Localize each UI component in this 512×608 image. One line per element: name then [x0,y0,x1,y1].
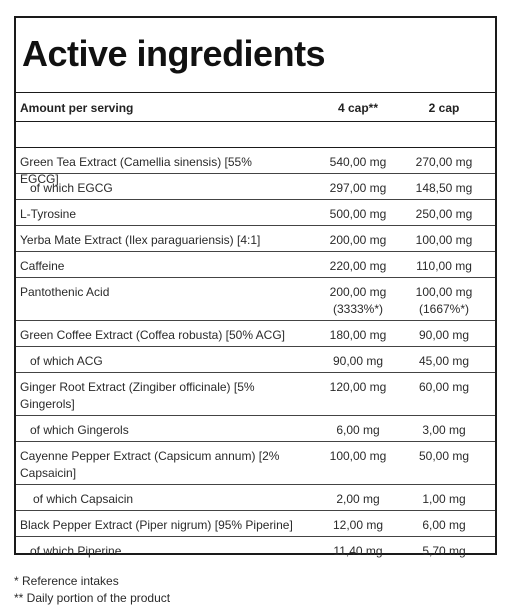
amount-4-cap: 220,00 mg [329,259,387,273]
amount-4-cap: 12,00 mg [332,518,384,532]
header-amount-per-serving: Amount per serving [20,101,134,115]
header-2-cap: 2 cap [428,101,460,115]
table-row: of which Capsaicin 2,00 mg 1,00 mg [16,485,495,511]
ingredient-name: Green Tea Extract (Camellia sinensis) [5… [20,155,252,186]
ingredients-table-body: Green Tea Extract (Camellia sinensis) [5… [16,148,495,562]
amount-4-cap: 100,00 mg [329,449,387,463]
table-spacer-row [16,122,495,148]
amount-2-cap: 6,00 mg [422,518,466,532]
amount-2-cap: 110,00 mg [416,259,472,273]
ingredient-name: Pantothenic Acid [20,285,110,299]
amount-2-cap: 50,00 mg [418,449,470,463]
amount-2-cap: 45,00 mg [418,354,470,368]
amount-2-cap: 90,00 mg [418,328,470,342]
table-header: Amount per serving 4 cap** 2 cap [16,92,495,122]
table-row: of which Piperine 11,40 mg 5,70 mg [16,537,495,562]
table-row: Yerba Mate Extract (Ilex paraguariensis)… [16,226,495,252]
header-4-cap: 4 cap** [337,101,379,115]
ingredient-name: of which Capsaicin [33,492,134,506]
ingredient-name: Green Coffee Extract (Coffea robusta) [5… [20,328,286,342]
table-row: of which EGCG 297,00 mg 148,50 mg [16,174,495,200]
ingredient-name: Black Pepper Extract (Piper nigrum) [95%… [20,518,293,532]
page-title: Active ingredients [22,33,326,74]
amount-2-cap: 270,00 mg [415,155,473,169]
ingredient-name: Ginger Root Extract (Zingiber officinale… [20,380,255,411]
footnote-reference-intakes: * Reference intakes [14,574,119,588]
amount-2-cap: 100,00 mg [415,233,473,247]
ingredient-name: of which ACG [30,354,103,368]
amount-2-cap: 5,70 mg [422,544,466,558]
amount-4-cap: 540,00 mg [329,155,387,169]
amount-2-cap: 1,00 mg [422,492,466,506]
ingredient-name: of which Piperine [30,544,122,558]
amount-4-cap: 297,00 mg [329,181,387,195]
amount-4-cap: 11,40 mg [333,544,383,558]
table-row: of which Gingerols 6,00 mg 3,00 mg [16,416,495,442]
amount-2-cap: 148,50 mg [415,181,473,195]
amount-4-cap: 500,00 mg [329,207,387,221]
amount-4-cap: 120,00 mg [329,380,387,394]
amount-2-cap: 3,00 mg [422,423,466,437]
table-row: Black Pepper Extract (Piper nigrum) [95%… [16,511,495,537]
ingredient-name: Cayenne Pepper Extract (Capsicum annum) … [20,449,280,480]
table-row: Pantothenic Acid 200,00 mg (3333%*) 100,… [16,278,495,321]
table-row: of which ACG 90,00 mg 45,00 mg [16,347,495,373]
table-row: L-Tyrosine 500,00 mg 250,00 mg [16,200,495,226]
ingredient-name: Yerba Mate Extract (Ilex paraguariensis)… [20,233,261,247]
ingredients-panel: Active ingredients Amount per serving 4 … [14,16,497,558]
amount-4-cap: 200,00 mg [329,233,387,247]
footnote-daily-portion: ** Daily portion of the product [14,591,171,605]
table-row: Caffeine 220,00 mg 110,00 mg [16,252,495,278]
amount-2-cap: 100,00 mg (1667%*) [415,285,473,316]
amount-2-cap: 60,00 mg [418,380,470,394]
ingredient-name: of which EGCG [30,181,113,195]
table-row: Green Coffee Extract (Coffea robusta) [5… [16,321,495,347]
amount-4-cap: 200,00 mg (3333%*) [329,285,387,316]
table-row: Green Tea Extract (Camellia sinensis) [5… [16,148,495,186]
table-row: Cayenne Pepper Extract (Capsicum annum) … [16,442,495,485]
amount-4-cap: 6,00 mg [336,423,380,437]
table-row: Ginger Root Extract (Zingiber officinale… [16,373,495,416]
amount-4-cap: 180,00 mg [329,328,387,342]
ingredient-name: L-Tyrosine [20,207,77,221]
ingredient-name: of which Gingerols [30,423,129,437]
ingredient-name: Caffeine [20,259,65,273]
amount-2-cap: 250,00 mg [415,207,473,221]
amount-4-cap: 2,00 mg [336,492,380,506]
amount-4-cap: 90,00 mg [332,354,384,368]
